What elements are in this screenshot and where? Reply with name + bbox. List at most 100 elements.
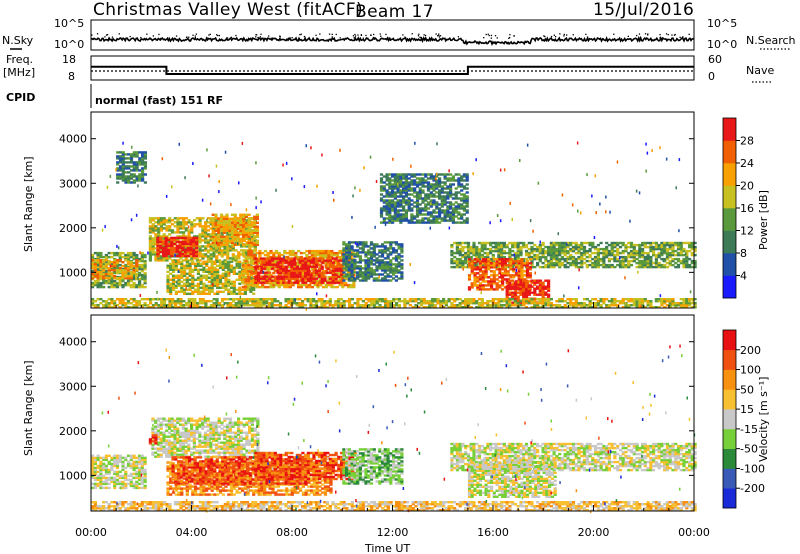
power-cell — [389, 259, 393, 262]
nsearch-dot — [688, 33, 690, 35]
power-cell — [304, 275, 308, 278]
power-cell — [250, 249, 254, 253]
power-cell — [512, 260, 516, 263]
power-cell — [301, 259, 305, 262]
power-cell — [400, 267, 404, 270]
power-cell — [391, 201, 395, 204]
power-cell — [388, 213, 392, 216]
power-cell — [356, 271, 360, 274]
power-cell — [415, 177, 420, 180]
power-cell — [654, 265, 658, 269]
power-cell — [148, 219, 152, 222]
power-cell — [491, 255, 495, 259]
power-cell — [393, 179, 397, 182]
power-cell — [337, 263, 341, 266]
power-cell — [121, 255, 125, 259]
power-cell — [196, 278, 200, 281]
nsearch-dot — [585, 33, 587, 36]
power-cell — [505, 265, 509, 269]
power-cell — [121, 271, 125, 274]
power-cell — [102, 279, 106, 283]
power-cell — [527, 241, 531, 245]
power-cell — [503, 270, 507, 273]
power-cell — [239, 229, 243, 232]
power-cell — [210, 268, 214, 271]
power-cell — [524, 285, 529, 288]
power-cell — [404, 203, 408, 206]
power-cell — [378, 261, 382, 264]
power-cell — [599, 257, 603, 261]
power-cell — [253, 247, 257, 250]
power-cell — [135, 283, 139, 287]
power-cell — [502, 241, 506, 245]
power-cell — [393, 209, 397, 212]
power-cell — [415, 193, 420, 196]
power-cell — [231, 237, 235, 240]
power-cell — [522, 283, 526, 286]
power-cell — [118, 283, 122, 287]
power-cell — [182, 217, 186, 220]
power-cell — [185, 272, 189, 275]
power-cell — [352, 257, 356, 261]
power-cell — [418, 183, 422, 186]
power-cell — [341, 251, 345, 255]
power-cell — [580, 243, 584, 247]
power-cell — [530, 259, 534, 263]
power-cell — [250, 231, 254, 234]
power-cell — [523, 262, 527, 265]
power-cell — [397, 243, 401, 246]
power-cell — [641, 243, 645, 247]
power-cell — [204, 223, 208, 226]
power-cell — [450, 265, 454, 269]
power-cell — [495, 282, 499, 285]
power-cell — [415, 181, 420, 184]
power-cell — [533, 281, 537, 284]
power-cell — [402, 177, 406, 180]
power-cell — [216, 290, 220, 293]
power-cell — [185, 280, 189, 283]
power-cell — [492, 282, 496, 285]
power-cell — [195, 259, 199, 262]
power-cell — [328, 271, 333, 274]
power-cell — [638, 247, 642, 251]
nsearch-dot — [424, 34, 427, 37]
power-cell — [679, 243, 683, 247]
power-cell — [99, 267, 103, 271]
power-cell — [652, 261, 656, 265]
power-cell — [198, 223, 202, 226]
power-cell — [513, 287, 518, 290]
power-cell — [449, 177, 453, 180]
power-cell — [484, 280, 488, 283]
power-cell — [379, 221, 384, 224]
power-cell — [511, 291, 515, 294]
power-cell — [258, 249, 262, 253]
power-cell — [389, 263, 393, 266]
power-cell — [293, 281, 297, 284]
power-cell — [247, 267, 251, 271]
power-cell — [250, 265, 254, 269]
power-cell — [378, 263, 382, 266]
power-cell — [685, 255, 689, 259]
power-cell — [171, 270, 176, 273]
nsearch-dot — [235, 34, 237, 37]
power-cell — [426, 173, 431, 176]
power-cell — [102, 285, 106, 289]
power-cell — [159, 229, 163, 232]
power-cell — [179, 217, 183, 220]
power-cell — [490, 280, 494, 283]
power-cell — [148, 257, 152, 260]
power-cell — [602, 247, 606, 251]
power-cell — [580, 251, 584, 255]
power-cell — [238, 276, 242, 279]
power-cell — [421, 197, 425, 200]
power-cell — [429, 173, 433, 176]
power-cell — [385, 193, 389, 196]
power-cell — [674, 261, 678, 265]
power-cell — [326, 281, 330, 284]
power-cell — [175, 248, 179, 252]
power-cell — [284, 273, 288, 276]
power-cell — [549, 245, 553, 249]
nsearch-dot — [104, 36, 106, 38]
power-cell — [247, 265, 251, 269]
power-cell — [440, 219, 444, 222]
